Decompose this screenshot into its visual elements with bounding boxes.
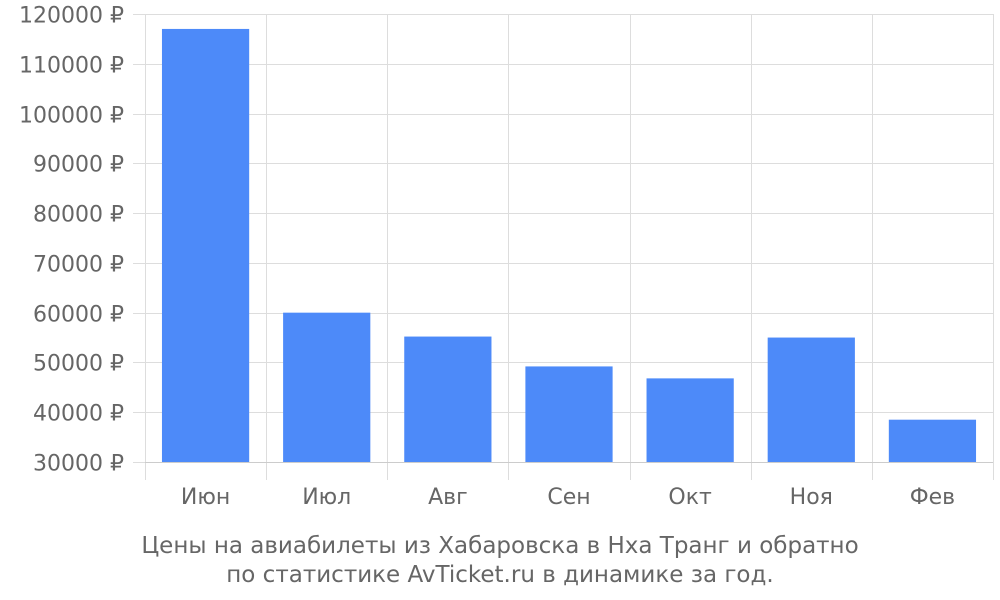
y-tick-label: 60000 ₽ [33,303,124,328]
y-tick-label: 90000 ₽ [33,153,124,178]
y-tick-label: 110000 ₽ [19,54,124,79]
grid-lines [133,14,994,480]
y-tick-label: 30000 ₽ [33,452,124,477]
bar [283,312,371,462]
x-tick-label: Ноя [790,485,833,510]
bar [646,378,734,462]
bar [888,419,977,462]
y-axis-tick-labels: 30000 ₽ 40000 ₽ 50000 ₽ 60000 ₽ 70000 ₽ 80000… [19,4,124,477]
bar [404,336,492,462]
x-tick-label: Фев [910,485,955,510]
x-tick-label: Авг [428,485,468,510]
x-tick-label: Окт [668,485,712,510]
x-tick-label: Июл [302,485,351,510]
y-tick-label: 50000 ₽ [33,352,124,377]
y-tick-label: 80000 ₽ [33,203,124,228]
bar [525,366,613,462]
x-axis-tick-labels: Июн Июл Авг Сен Окт Ноя Фев [181,485,955,510]
y-tick-label: 120000 ₽ [19,4,124,29]
bar [767,337,855,462]
chart-caption-line-1: Цены на авиабилеты из Хабаровска в Нха Т… [141,533,859,559]
chart-caption-line-2: по статистике AvTicket.ru в динамике за … [226,562,774,588]
y-tick-label: 40000 ₽ [33,402,124,427]
x-tick-label: Сен [547,485,590,510]
y-tick-label: 100000 ₽ [19,104,124,129]
x-tick-label: Июн [181,485,230,510]
y-tick-label: 70000 ₽ [33,253,124,278]
bar [161,28,250,463]
bar-series [161,28,977,463]
bar-chart: 30000 ₽ 40000 ₽ 50000 ₽ 60000 ₽ 70000 ₽ 80000… [19,4,994,510]
